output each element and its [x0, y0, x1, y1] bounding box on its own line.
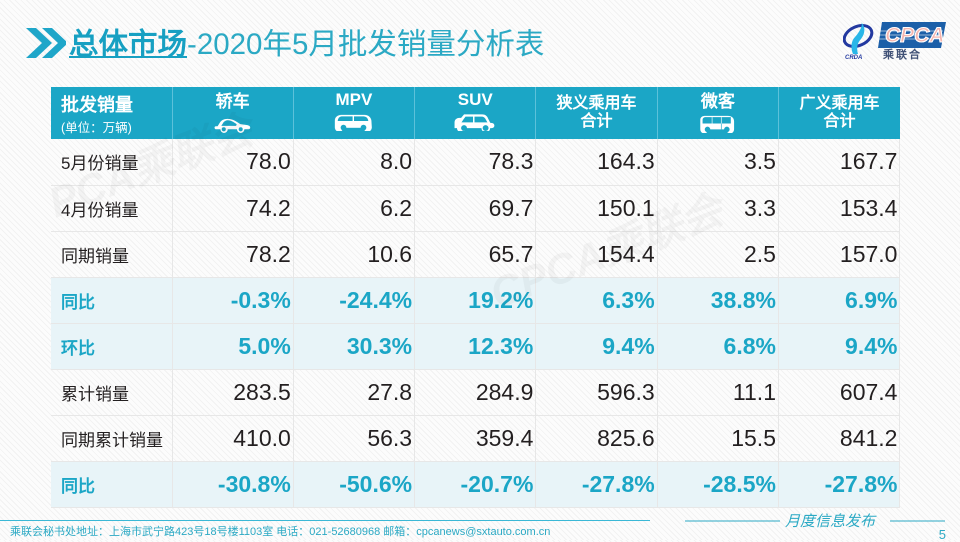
- svg-text:CPCA: CPCA: [885, 24, 945, 47]
- svg-text:月度信息发布: 月度信息发布: [785, 513, 877, 530]
- svg-text:CRDA: CRDA: [845, 55, 862, 60]
- svg-text:乘联合: 乘联合: [882, 47, 922, 60]
